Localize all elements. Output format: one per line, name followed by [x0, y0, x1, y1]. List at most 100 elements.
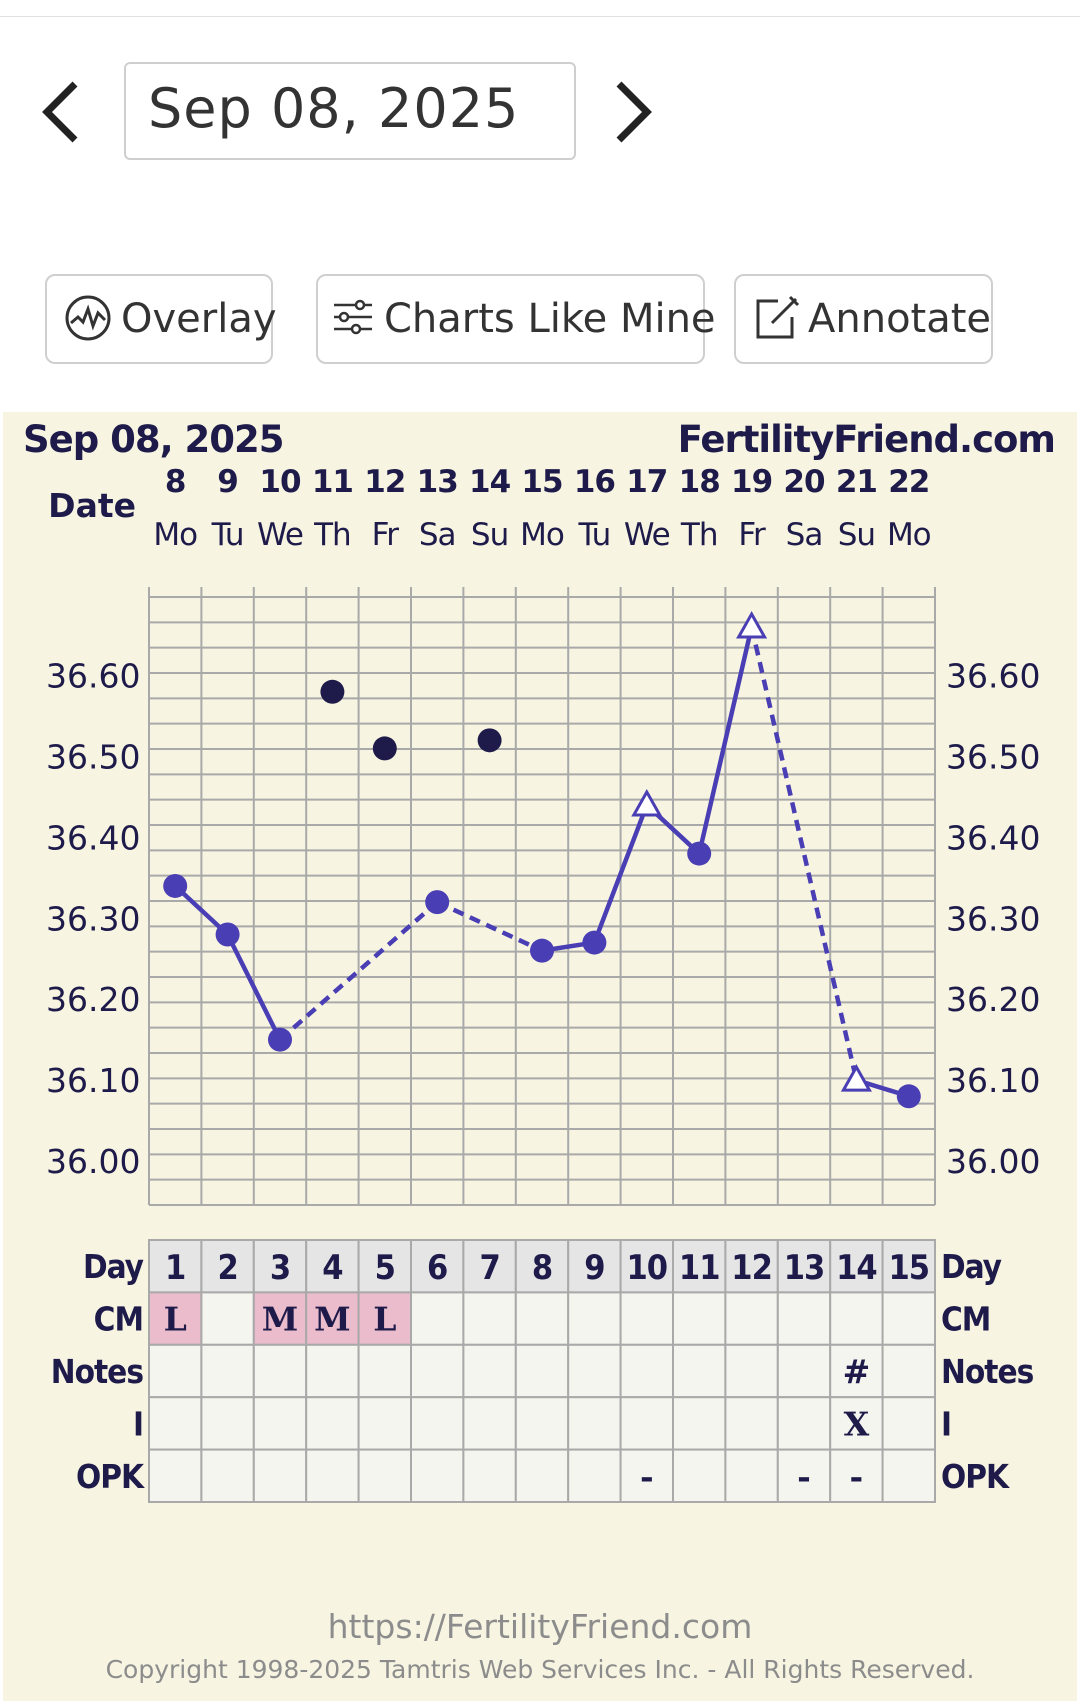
notes-cell	[305, 1343, 360, 1399]
weekday-label: Su	[471, 517, 508, 553]
temperature-point	[163, 873, 188, 898]
temperature-point	[687, 841, 712, 866]
date-label: 10	[259, 464, 301, 500]
intercourse-marker: X	[844, 1404, 870, 1443]
cm-cell	[829, 1291, 884, 1346]
date-label: 22	[888, 464, 929, 500]
weekday-label: We	[257, 517, 303, 553]
i-cell	[514, 1396, 570, 1451]
cm-value: M	[262, 1300, 299, 1339]
y-tick-label-left: 36.20	[46, 980, 140, 1019]
discarded-temperature-point	[477, 728, 502, 753]
date-label: 13	[417, 464, 458, 500]
cycle-day-number: 4	[322, 1248, 342, 1288]
opk-cell	[200, 1448, 255, 1503]
annotate-label: Annotate	[808, 296, 992, 342]
cm-cell	[619, 1291, 674, 1346]
footer-copyright: Copyright 1998-2025 Tamtris Web Services…	[106, 1655, 975, 1684]
i-row-label-right: I	[941, 1404, 951, 1443]
cm-cell	[410, 1291, 465, 1346]
temperature-line-segment	[225, 933, 283, 1041]
date-label: 17	[626, 464, 667, 500]
notes-cell	[724, 1343, 779, 1399]
edit-icon	[756, 295, 800, 339]
opk-row-label-right: OPK	[941, 1457, 1010, 1496]
weekday-label: Th	[313, 517, 351, 553]
y-tick-label-left: 36.10	[46, 1061, 140, 1100]
date-input[interactable]: Sep 08, 2025	[124, 62, 576, 160]
i-cell	[305, 1396, 360, 1451]
chart-header-date: Sep 08, 2025	[23, 418, 284, 461]
temperature-point	[896, 1084, 921, 1109]
opk-cell	[462, 1448, 517, 1503]
charts-like-mine-button[interactable]: Charts Like Mine	[316, 274, 716, 364]
opk-value: -	[850, 1457, 864, 1496]
cm-cell	[514, 1291, 570, 1346]
y-tick-label-left: 36.00	[46, 1142, 140, 1181]
notes-cell	[148, 1343, 203, 1399]
opk-value: -	[797, 1457, 811, 1496]
date-label: 12	[364, 464, 405, 500]
notes-cell	[357, 1343, 413, 1399]
weekday-label: Mo	[887, 517, 931, 553]
y-tick-label-left: 36.50	[46, 738, 140, 777]
cycle-day-number: 3	[270, 1248, 290, 1288]
overlay-button[interactable]: Overlay	[45, 274, 277, 364]
opk-cell	[357, 1448, 413, 1503]
previous-date-button[interactable]	[30, 70, 110, 160]
notes-cell	[514, 1343, 570, 1399]
notes-cell	[462, 1343, 517, 1399]
weekday-label: Tu	[577, 517, 610, 553]
notes-cell	[776, 1343, 832, 1399]
weekday-label: Mo	[153, 517, 197, 553]
y-tick-label-right: 36.40	[946, 818, 1040, 857]
temperature-point	[215, 922, 240, 947]
opk-cell	[514, 1448, 570, 1503]
temperature-point-open	[736, 611, 768, 639]
weekday-label: Th	[680, 517, 718, 553]
y-tick-label-right: 36.00	[946, 1142, 1040, 1181]
cm-cell	[672, 1291, 727, 1346]
notes-cell	[672, 1343, 727, 1399]
cm-cell	[567, 1291, 622, 1346]
top-divider	[0, 16, 1080, 17]
y-tick-label-right: 36.50	[946, 738, 1040, 777]
opk-cell	[672, 1448, 727, 1503]
day-cell	[567, 1239, 622, 1294]
i-cell	[462, 1396, 517, 1451]
chevron-left-icon	[42, 81, 78, 143]
day-cell	[724, 1239, 779, 1294]
i-cell	[252, 1396, 308, 1451]
temperature-line-segment	[592, 804, 649, 944]
i-cell	[410, 1396, 465, 1451]
cycle-day-number: 1	[165, 1248, 185, 1288]
date-label: 18	[679, 464, 720, 500]
sliders-icon	[334, 299, 372, 335]
i-cell	[672, 1396, 727, 1451]
day-cell	[200, 1239, 255, 1294]
notes-row-label-left: Notes	[51, 1352, 144, 1391]
i-cell	[881, 1396, 936, 1451]
next-date-button[interactable]	[595, 70, 675, 160]
temperature-point	[530, 938, 554, 963]
date-label: 20	[783, 464, 825, 500]
notes-cell	[200, 1343, 255, 1399]
cycle-day-number: 2	[217, 1248, 237, 1288]
temperature-point-open	[840, 1064, 872, 1092]
y-tick-label-right: 36.20	[946, 980, 1040, 1019]
temperature-line-segment	[749, 626, 859, 1081]
annotate-button[interactable]: Annotate	[734, 274, 993, 364]
notes-row-label-right: Notes	[941, 1352, 1034, 1391]
day-cell	[829, 1239, 884, 1294]
day-row-label-left: Day	[83, 1247, 144, 1286]
cm-cell	[305, 1291, 360, 1346]
fertility-chart: Sep 08, 2025 FertilityFriend.com Date 8 9 10 1…	[3, 412, 1077, 1701]
overlay-label: Overlay	[121, 296, 277, 342]
y-tick-label-left: 36.40	[46, 818, 140, 857]
cycle-day-number: 12	[731, 1248, 772, 1288]
cm-value: L	[164, 1300, 187, 1339]
temperature-point-open	[631, 788, 663, 817]
i-cell	[776, 1396, 832, 1451]
notes-cell	[410, 1343, 465, 1399]
